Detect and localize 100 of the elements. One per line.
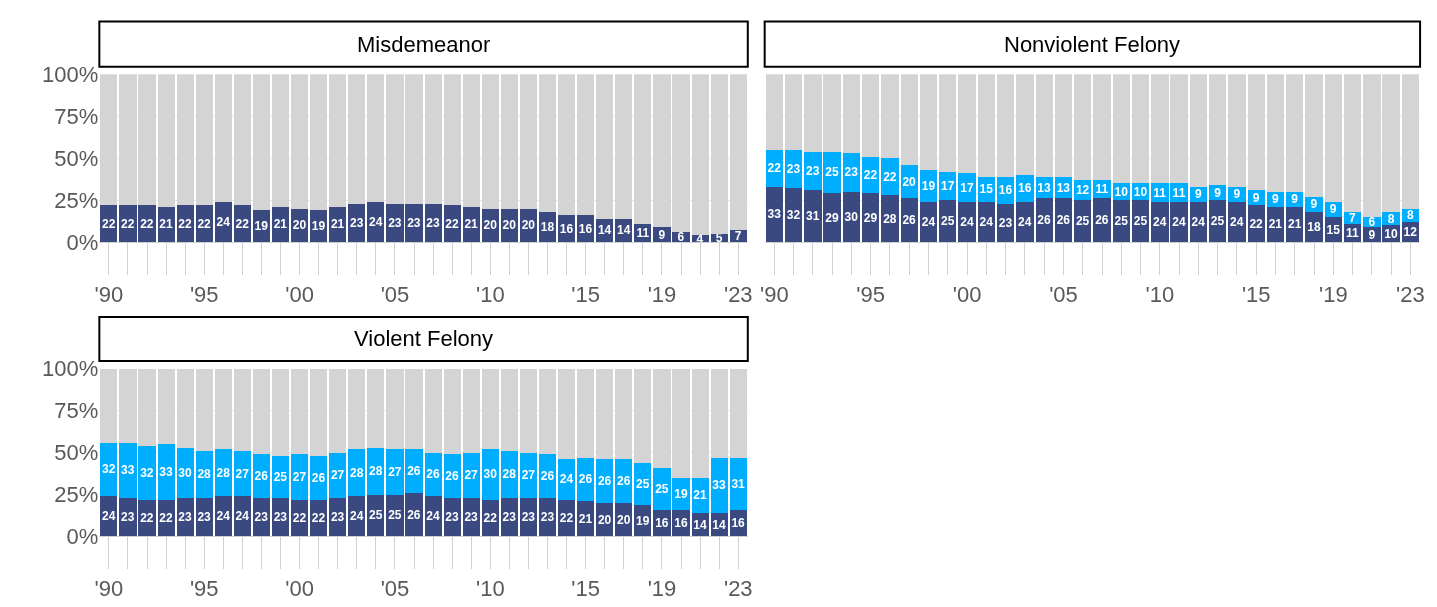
data-label: 13	[1037, 180, 1052, 195]
bar	[881, 74, 899, 159]
data-label: 23	[426, 215, 440, 230]
bar	[443, 368, 461, 455]
y-tick-label: 50%	[54, 440, 99, 466]
bar	[367, 368, 385, 448]
data-label: 20	[292, 218, 307, 233]
chart-title: Misdemeanor	[357, 32, 491, 57]
data-label: 6	[677, 230, 685, 245]
bar	[329, 74, 347, 207]
y-tick-label: 75%	[54, 398, 99, 424]
data-label: 14	[616, 223, 631, 238]
data-label: 24	[979, 214, 994, 229]
bar	[424, 74, 442, 204]
data-label: 14	[693, 517, 707, 532]
bar	[500, 368, 518, 451]
data-label: 22	[311, 511, 326, 526]
data-label: 26	[902, 213, 917, 228]
bar	[615, 368, 633, 460]
data-label: 21	[330, 217, 345, 232]
x-tick-label: '95	[189, 575, 219, 601]
data-label: 22	[445, 216, 460, 231]
data-label: 28	[369, 464, 383, 479]
x-tick-label: '15	[571, 575, 601, 601]
data-label: 25	[388, 508, 402, 523]
bar	[977, 74, 996, 177]
data-label: 26	[445, 469, 460, 484]
data-label: 6	[1368, 214, 1376, 229]
data-label: 15	[979, 182, 994, 197]
x-tick-label: '19	[647, 575, 677, 601]
data-label: 26	[311, 470, 326, 485]
data-label: 21	[464, 217, 479, 232]
data-label: 27	[292, 469, 307, 484]
x-tick-label: '19	[647, 281, 677, 307]
data-label: 15	[1326, 222, 1341, 237]
data-label: 12	[1403, 225, 1418, 240]
x-tick-label: '95	[856, 281, 886, 307]
bar	[291, 368, 309, 455]
data-label: 25	[655, 481, 669, 496]
data-label: 7	[734, 229, 742, 244]
y-tick-label: 75%	[54, 103, 99, 129]
data-label: 22	[102, 216, 116, 231]
data-label: 21	[578, 511, 593, 526]
bar	[1189, 74, 1208, 187]
bar	[958, 74, 976, 174]
data-label: 24	[216, 214, 231, 229]
x-tick-label: '15	[1241, 281, 1271, 307]
x-tick-label: '90	[94, 281, 124, 307]
data-label: 25	[940, 214, 955, 229]
x-tick-label: '05	[380, 575, 410, 601]
data-label: 17	[960, 180, 974, 195]
bar	[1286, 74, 1304, 192]
data-label: 9	[1368, 227, 1376, 242]
data-label: 22	[1249, 216, 1264, 231]
data-label: 14	[597, 223, 612, 238]
bar	[881, 195, 899, 243]
data-label: 10	[1114, 184, 1129, 199]
data-label: 28	[216, 465, 231, 480]
data-label: 22	[197, 216, 212, 231]
data-label: 11	[1095, 182, 1109, 197]
data-label: 25	[273, 469, 288, 484]
bar	[443, 74, 461, 206]
data-label: 25	[636, 476, 650, 491]
bar	[1324, 74, 1343, 202]
data-label: 9	[1329, 202, 1337, 217]
data-label: 29	[863, 210, 878, 225]
bar	[271, 74, 290, 207]
bar	[500, 74, 518, 209]
x-tick-label: '23	[1396, 281, 1425, 307]
data-label: 19	[636, 513, 650, 528]
data-label: 25	[825, 165, 839, 180]
data-label: 23	[998, 215, 1013, 230]
data-label: 30	[483, 467, 498, 482]
data-label: 24	[921, 214, 936, 229]
bar	[1247, 74, 1265, 191]
data-label: 22	[863, 168, 878, 182]
bar	[939, 74, 957, 172]
data-label: 24	[1191, 214, 1206, 229]
data-label: 26	[426, 467, 440, 482]
data-label: 23	[388, 215, 402, 230]
bar	[157, 74, 175, 207]
data-label: 25	[1210, 214, 1225, 229]
data-label: 11	[636, 225, 650, 240]
data-label: 24	[216, 509, 231, 524]
bar	[634, 74, 652, 224]
data-label: 32	[102, 462, 116, 477]
bar	[558, 368, 576, 460]
bar	[634, 368, 652, 463]
y-tick-label: 25%	[54, 482, 99, 508]
data-label: 28	[502, 467, 517, 482]
bar	[310, 74, 328, 211]
data-label: 24	[960, 214, 974, 229]
data-label: 16	[578, 221, 593, 236]
data-label: 23	[407, 215, 421, 230]
data-label: 26	[540, 469, 555, 484]
bar	[348, 74, 366, 204]
bar	[1112, 74, 1130, 184]
data-label: 22	[483, 511, 498, 526]
bar	[1074, 74, 1092, 181]
data-label: 26	[407, 507, 421, 522]
